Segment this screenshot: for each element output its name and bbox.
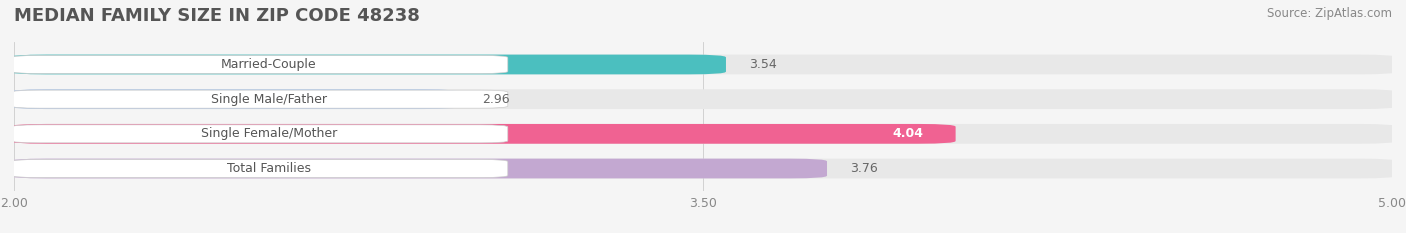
FancyBboxPatch shape — [11, 160, 508, 178]
Text: 3.76: 3.76 — [851, 162, 877, 175]
Text: 3.54: 3.54 — [749, 58, 776, 71]
FancyBboxPatch shape — [11, 125, 508, 143]
FancyBboxPatch shape — [11, 90, 508, 108]
FancyBboxPatch shape — [10, 159, 827, 178]
Text: Source: ZipAtlas.com: Source: ZipAtlas.com — [1267, 7, 1392, 20]
FancyBboxPatch shape — [10, 124, 1396, 144]
FancyBboxPatch shape — [10, 124, 956, 144]
FancyBboxPatch shape — [10, 89, 460, 109]
Text: Total Families: Total Families — [226, 162, 311, 175]
Text: 2.96: 2.96 — [482, 93, 510, 106]
FancyBboxPatch shape — [10, 55, 725, 74]
Text: Single Female/Mother: Single Female/Mother — [201, 127, 337, 140]
Text: Single Male/Father: Single Male/Father — [211, 93, 328, 106]
FancyBboxPatch shape — [10, 89, 1396, 109]
FancyBboxPatch shape — [10, 55, 1396, 74]
Text: 4.04: 4.04 — [893, 127, 924, 140]
FancyBboxPatch shape — [10, 159, 1396, 178]
Text: MEDIAN FAMILY SIZE IN ZIP CODE 48238: MEDIAN FAMILY SIZE IN ZIP CODE 48238 — [14, 7, 420, 25]
FancyBboxPatch shape — [11, 55, 508, 73]
Text: Married-Couple: Married-Couple — [221, 58, 316, 71]
